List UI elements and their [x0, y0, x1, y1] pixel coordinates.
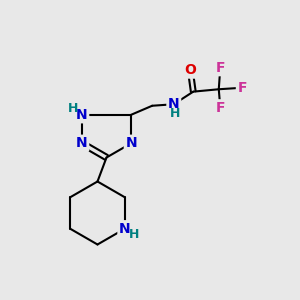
Text: N: N [76, 108, 88, 122]
Text: F: F [237, 81, 247, 95]
Text: F: F [215, 61, 225, 75]
Text: H: H [68, 102, 78, 115]
Text: F: F [215, 101, 225, 115]
Text: H: H [129, 228, 139, 241]
Text: N: N [76, 136, 88, 150]
Text: O: O [184, 63, 196, 77]
Text: H: H [170, 107, 181, 120]
Text: N: N [168, 97, 180, 111]
Text: N: N [125, 136, 137, 150]
Text: N: N [119, 222, 130, 236]
